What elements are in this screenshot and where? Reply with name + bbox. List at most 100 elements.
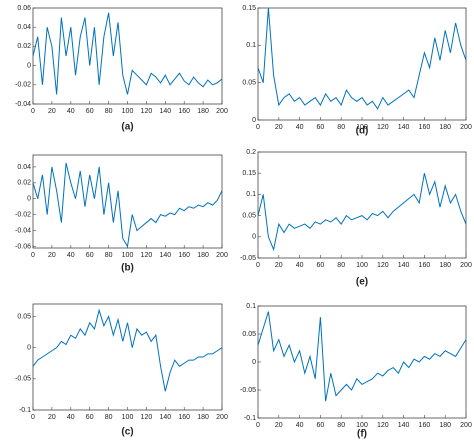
x-tick-label: 140 [159,414,171,421]
x-tick-label: 100 [122,414,134,421]
y-tick-label: 0.04 [17,24,31,31]
x-tick-label: 60 [86,108,94,115]
x-tick-label: 160 [419,262,431,269]
x-tick-label: 40 [296,262,304,269]
y-tick-label: 0.05 [17,313,31,320]
x-tick-label: 0 [256,124,260,131]
y-tick-label: 0.1 [246,191,256,198]
x-tick-label: 60 [317,124,325,131]
x-tick-label: 60 [86,414,94,421]
x-tick-label: 180 [439,124,451,131]
y-tick-label: -0.1 [19,407,31,414]
y-tick-label: -0.06 [15,243,31,250]
y-tick-label: -0.1 [244,415,256,422]
y-tick-label: -0.05 [240,387,256,394]
x-tick-label: 200 [460,422,472,429]
y-tick-label: -0.04 [15,101,31,108]
y-tick-label: 0.15 [242,170,256,177]
x-tick-label: 0 [31,414,35,421]
x-tick-label: 160 [178,414,190,421]
x-tick-label: 20 [275,124,283,131]
x-tick-label: 20 [48,252,56,259]
x-tick-label: 60 [317,262,325,269]
x-tick-label: 140 [398,422,410,429]
y-tick-label: 0.02 [17,180,31,187]
x-tick-label: 200 [216,414,228,421]
data-line [32,162,223,248]
x-tick-label: 20 [48,108,56,115]
plot-area [32,7,223,105]
data-line [257,7,467,110]
x-tick-label: 80 [337,262,345,269]
data-line [257,173,467,252]
x-tick-label: 60 [317,422,325,429]
y-tick-label: -0.05 [240,255,256,262]
x-tick-label: 120 [141,252,153,259]
x-tick-label: 40 [67,108,75,115]
y-tick-label: 0 [252,117,256,124]
data-line [32,308,223,392]
x-tick-label: 100 [356,422,368,429]
x-tick-label: 100 [122,108,134,115]
y-tick-label: 0.04 [17,164,31,171]
y-tick-label: 0.05 [242,331,256,338]
x-tick-label: 140 [159,252,171,259]
x-tick-label: 180 [197,414,209,421]
x-tick-label: 140 [398,124,410,131]
x-tick-label: 40 [67,252,75,259]
y-tick-label: 0.05 [242,212,256,219]
y-tick-label: 0 [27,62,31,69]
x-tick-label: 180 [197,252,209,259]
plot-area [32,154,223,249]
x-tick-label: 100 [356,262,368,269]
y-tick-label: 0.1 [246,303,256,310]
y-tick-label: 0.06 [17,5,31,12]
caption: (f) [357,429,367,440]
x-tick-label: 180 [439,422,451,429]
y-tick-label: -0.05 [15,376,31,383]
y-tick-label: 0.1 [246,42,256,49]
y-tick-label: 0 [27,196,31,203]
x-tick-label: 80 [105,108,113,115]
x-tick-label: 80 [105,414,113,421]
x-tick-label: 180 [197,108,209,115]
caption: (c) [121,427,133,438]
x-tick-label: 120 [377,124,389,131]
x-tick-label: 40 [296,422,304,429]
x-tick-label: 120 [141,108,153,115]
x-tick-label: 180 [439,262,451,269]
x-tick-label: 160 [419,124,431,131]
y-tick-label: 0 [27,344,31,351]
x-tick-label: 200 [460,262,472,269]
x-tick-label: 200 [216,252,228,259]
caption: (b) [121,263,134,274]
data-line [257,311,467,402]
y-tick-label: 0.2 [246,149,256,156]
x-tick-label: 20 [48,414,56,421]
x-tick-label: 80 [337,124,345,131]
x-tick-label: 100 [356,124,368,131]
caption: (a) [121,122,133,133]
plot-area [257,7,467,121]
data-line [32,12,223,95]
x-tick-label: 80 [105,252,113,259]
x-tick-label: 0 [256,262,260,269]
plot-area [257,305,467,419]
y-tick-label: 0 [252,359,256,366]
x-tick-label: 100 [122,252,134,259]
x-tick-label: 160 [178,108,190,115]
x-tick-label: 120 [377,422,389,429]
y-tick-label: 0.02 [17,43,31,50]
x-tick-label: 140 [159,108,171,115]
x-tick-label: 200 [460,124,472,131]
x-tick-label: 0 [256,422,260,429]
x-tick-label: 0 [31,108,35,115]
x-tick-label: 20 [275,262,283,269]
x-tick-label: 40 [296,124,304,131]
x-tick-label: 20 [275,422,283,429]
x-tick-label: 120 [141,414,153,421]
x-tick-label: 200 [216,108,228,115]
y-tick-label: 0.15 [242,5,256,12]
plot-area [257,151,467,259]
